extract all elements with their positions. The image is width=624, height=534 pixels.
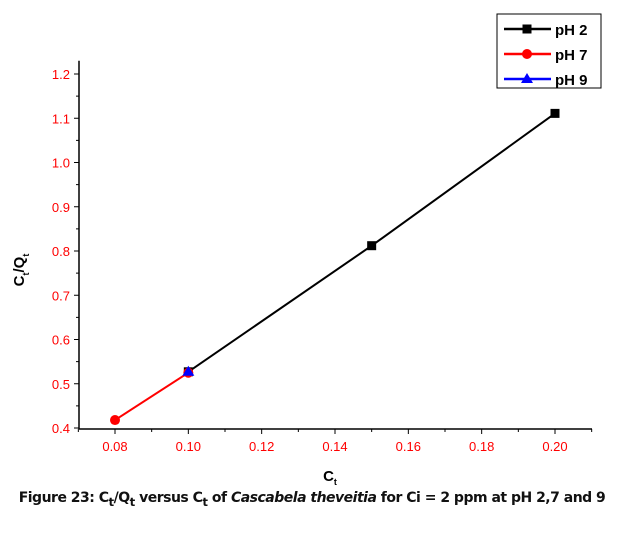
y-tick-label: 0.9	[52, 200, 70, 215]
y-tick-label: 0.7	[52, 288, 70, 303]
legend-label: pH 2	[555, 22, 588, 39]
y-tick-label: 0.4	[52, 421, 70, 436]
data-point	[110, 415, 120, 426]
x-tick-label: 0.14	[322, 439, 347, 454]
series-ph-2	[183, 108, 560, 377]
y-tick-label: 0.8	[52, 244, 70, 259]
x-tick-label: 0.20	[542, 439, 567, 454]
legend: pH 2 pH 7 pH 9	[496, 13, 602, 89]
x-tick-label: 0.16	[396, 439, 421, 454]
legend-label: pH 7	[555, 47, 588, 64]
y-tick-label: 0.5	[52, 377, 70, 392]
series-line	[114, 371, 189, 421]
caption-text: /Q	[113, 490, 131, 506]
caption-species: Cascabela theveitia	[230, 490, 377, 506]
x-tick-label: 0.18	[469, 439, 494, 454]
data-point	[367, 241, 377, 251]
data-point	[182, 365, 195, 376]
legend-marker	[522, 24, 532, 34]
x-axis-label: Ct	[323, 468, 337, 487]
figure-caption: Figure 23: Ct/Qt versus Ct of Cascabela …	[0, 490, 624, 509]
x-tick-label: 0.10	[176, 439, 201, 454]
legend-marker	[521, 73, 533, 83]
x-tick-label: 0.08	[102, 439, 127, 454]
series-ph-7	[110, 367, 194, 426]
legend-box	[496, 13, 602, 89]
caption-text: versus C	[134, 490, 203, 506]
data-point	[550, 108, 560, 118]
y-axis-label: Ct/Qt	[11, 254, 31, 287]
caption-sub: t	[108, 494, 115, 509]
legend-marker	[522, 49, 532, 59]
caption-text: for Ci = 2 ppm at pH 2,7 and 9	[376, 490, 606, 506]
chart-svg: 0.08 0.10 0.12 0.14 0.16 0.18 0.20 0.4 0.5 0.6 0.7…	[11, 13, 602, 487]
series-ph-9	[182, 365, 195, 376]
legend-label: pH 9	[555, 72, 588, 89]
y-tick-label: 0.6	[52, 333, 70, 348]
caption-sub: t	[202, 494, 208, 509]
x-tick-label: 0.12	[249, 439, 274, 454]
caption-text: of	[207, 490, 231, 506]
y-tick-label: 1.1	[52, 111, 70, 126]
caption-text: Figure 23: C	[18, 490, 109, 506]
y-tick-label: 1.0	[52, 156, 70, 171]
caption-sub: t	[129, 494, 136, 509]
y-tick-label: 1.2	[52, 67, 70, 82]
